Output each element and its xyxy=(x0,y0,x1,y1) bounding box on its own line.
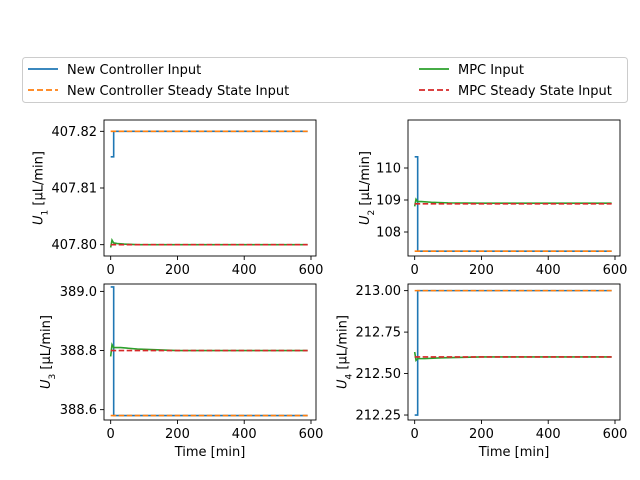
x-tick-label: 600 xyxy=(299,427,324,442)
x-tick-label: 200 xyxy=(165,427,190,442)
x-axis-label: Time [min] xyxy=(478,445,550,460)
series-group xyxy=(109,286,308,417)
y-axis-label: U2 [µL/min] xyxy=(358,151,377,225)
y-tick-label: 212.50 xyxy=(356,367,402,382)
y-tick-label: 212.75 xyxy=(356,326,402,341)
series-line-mpc-input xyxy=(413,351,612,362)
y-tick-label: 212.25 xyxy=(356,409,402,424)
axes-frame xyxy=(407,119,621,257)
subplot-3: 0 200 400 600 388.6 388.8 389.0U3 [µL/min] Time… xyxy=(39,283,324,460)
y-axis-label: U1 [µL/min] xyxy=(31,151,50,225)
x-tick-label: 600 xyxy=(299,263,324,278)
y-tick-label: 407.80 xyxy=(52,238,98,253)
axes-frame xyxy=(103,119,317,257)
y-tick-label: 389.0 xyxy=(60,285,97,300)
series-group xyxy=(109,130,308,248)
y-tick-label: 110 xyxy=(376,162,401,177)
x-tick-label: 200 xyxy=(165,263,190,278)
series-line-new-controller-input xyxy=(414,289,612,416)
x-tick-label: 400 xyxy=(232,427,257,442)
x-axis-label: Time [min] xyxy=(174,445,246,460)
x-tick-label: 0 xyxy=(107,263,115,278)
legend-label-new-controller-steady-state: New Controller Steady State Input xyxy=(67,84,289,99)
y-tick-label: 108 xyxy=(376,226,401,241)
axes-frame xyxy=(103,283,317,421)
y-axis-label: U3 [µL/min] xyxy=(39,315,58,389)
x-tick-label: 0 xyxy=(411,427,419,442)
x-tick-label: 400 xyxy=(232,263,257,278)
x-tick-label: 0 xyxy=(411,263,419,278)
y-tick-label: 388.8 xyxy=(60,344,97,359)
series-line-new-controller-input xyxy=(110,130,308,158)
series-line-mpc-input xyxy=(109,237,308,248)
legend-label-mpc-steady-state: MPC Steady State Input xyxy=(458,84,612,99)
x-tick-label: 0 xyxy=(107,427,115,442)
x-tick-label: 200 xyxy=(469,263,494,278)
x-tick-label: 400 xyxy=(536,263,561,278)
x-tick-label: 600 xyxy=(603,427,628,442)
legend-label-mpc-input: MPC Input xyxy=(458,63,524,78)
series-group xyxy=(413,289,612,416)
y-tick-label: 109 xyxy=(376,194,401,209)
subplot-4: 0 200 400 600 212.25 212.50 212.75 213.00 U4 [µL… xyxy=(335,283,628,460)
axes-frame xyxy=(407,283,621,421)
series-line-mpc-input xyxy=(413,197,612,207)
x-tick-label: 200 xyxy=(469,427,494,442)
legend: New Controller Input New Controller Stea… xyxy=(22,57,628,103)
y-tick-label: 407.82 xyxy=(52,125,98,140)
y-tick-label: 407.81 xyxy=(52,182,98,197)
x-tick-label: 400 xyxy=(536,427,561,442)
x-tick-label: 600 xyxy=(603,263,628,278)
y-tick-label: 213.00 xyxy=(356,284,402,299)
series-group xyxy=(413,156,612,252)
legend-label-new-controller-input: New Controller Input xyxy=(67,63,201,78)
legend-frame xyxy=(22,57,628,103)
y-tick-label: 388.6 xyxy=(60,403,97,418)
y-axis-label: U4 [µL/min] xyxy=(335,315,354,389)
